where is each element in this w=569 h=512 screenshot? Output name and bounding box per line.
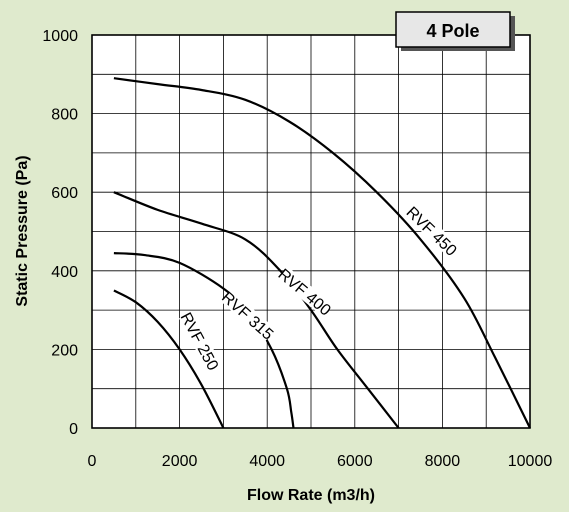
gridlines [92,35,530,428]
x-tick-label: 0 [88,453,97,470]
y-tick-label: 0 [69,421,78,438]
x-tick-label: 10000 [508,453,553,470]
y-axis-title: Static Pressure (Pa) [14,155,31,306]
curve-label-bg [405,204,460,258]
x-axis-title: Flow Rate (m3/h) [247,487,375,504]
y-tick-label: 600 [51,185,78,202]
x-tick-label: 4000 [249,453,285,470]
y-tick-label: 1000 [42,28,78,45]
x-tick-labels: 0 2000 4000 6000 8000 10000 [88,453,553,470]
y-tick-label: 200 [51,342,78,359]
x-tick-label: 6000 [337,453,373,470]
x-tick-label: 2000 [162,453,198,470]
y-tick-label: 400 [51,264,78,281]
y-tick-labels: 0 200 400 600 800 1000 [42,28,78,438]
badge-text: 4 Pole [426,21,479,41]
curve-label-bg [276,266,334,318]
plot-border [91,34,531,429]
curve-rvf-450 [113,77,531,429]
curve-rvf-400 [113,191,400,429]
badge-box [395,11,511,48]
x-tick-label: 8000 [425,453,461,470]
curve-rvf-250 [113,289,225,429]
curve-label-bg [220,289,276,342]
curve-label-bg [179,310,222,372]
y-tick-label: 800 [51,107,78,124]
badge: 4 Pole [395,11,515,51]
